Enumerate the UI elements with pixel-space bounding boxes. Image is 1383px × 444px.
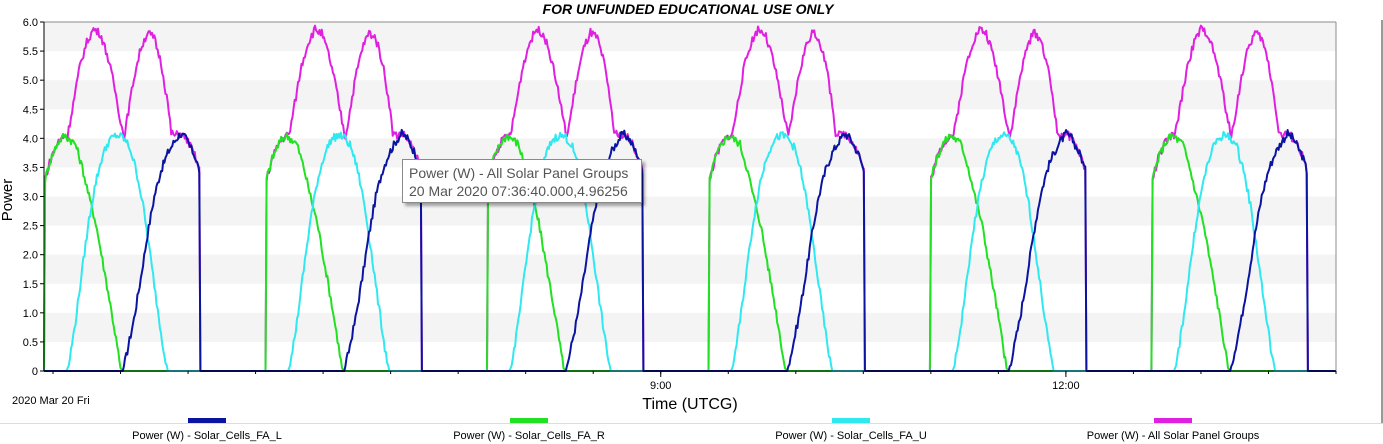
- legend-label: Power (W) - Solar_Cells_FA_L: [132, 430, 282, 442]
- x-axis-label: Time (UTCG): [642, 396, 737, 413]
- legend-swatch: [188, 418, 226, 423]
- y-tick-label: 0.5: [23, 337, 38, 349]
- y-axis-label: Power: [0, 179, 16, 222]
- legend-label: Power (W) - All Solar Panel Groups: [1087, 430, 1260, 442]
- tooltip-value: 20 Mar 2020 07:36:40.000,4.96256: [409, 183, 628, 199]
- legend: Power (W) - Solar_Cells_FA_L Power (W) - …: [132, 418, 1260, 442]
- data-tooltip: Power (W) - All Solar Panel Groups 20 Ma…: [402, 159, 642, 203]
- y-tick-label: 6.0: [23, 17, 38, 29]
- y-tick-label: 5.0: [23, 75, 38, 87]
- y-tick-label: 2.5: [23, 221, 38, 233]
- y-tick-label: 1.5: [23, 279, 38, 291]
- legend-swatch: [510, 418, 548, 423]
- y-tick-label: 5.5: [23, 46, 38, 58]
- y-tick-labels: 0 0.5 1.0 1.5 2.0 2.5 3.0 3.5 4.0 4.5 5.0 5.5 6.0: [23, 17, 44, 378]
- y-tick-label: 3.5: [23, 162, 38, 174]
- chart-title: FOR UNFUNDED EDUCATIONAL USE ONLY: [543, 1, 836, 17]
- y-tick-label: 2.0: [23, 250, 38, 262]
- grid-band: [44, 254, 1336, 284]
- grid-band: [44, 138, 1336, 168]
- grid-band: [44, 312, 1336, 342]
- date-label: 2020 Mar 20 Fri: [12, 395, 90, 407]
- legend-label: Power (W) - Solar_Cells_FA_U: [775, 430, 927, 442]
- legend-separator: [0, 423, 1383, 424]
- x-tick-label: 12:00: [1052, 380, 1080, 392]
- y-tick-label: 0: [32, 366, 38, 378]
- x-tick-labels: 9:00 12:00: [52, 371, 1337, 392]
- y-tick-label: 4.5: [23, 104, 38, 116]
- grid-band: [44, 22, 1336, 52]
- y-tick-label: 3.0: [23, 192, 38, 204]
- grid-band: [44, 196, 1336, 226]
- y-tick-label: 4.0: [23, 133, 38, 145]
- legend-swatch: [1154, 418, 1192, 423]
- grid-bands: [44, 22, 1336, 342]
- legend-swatch: [832, 418, 870, 423]
- window-border: [1381, 20, 1383, 424]
- x-tick-label: 9:00: [650, 380, 671, 392]
- legend-label: Power (W) - Solar_Cells_FA_R: [453, 430, 605, 442]
- y-tick-label: 1.0: [23, 308, 38, 320]
- grid-band: [44, 80, 1336, 110]
- tooltip-series: Power (W) - All Solar Panel Groups: [409, 165, 629, 181]
